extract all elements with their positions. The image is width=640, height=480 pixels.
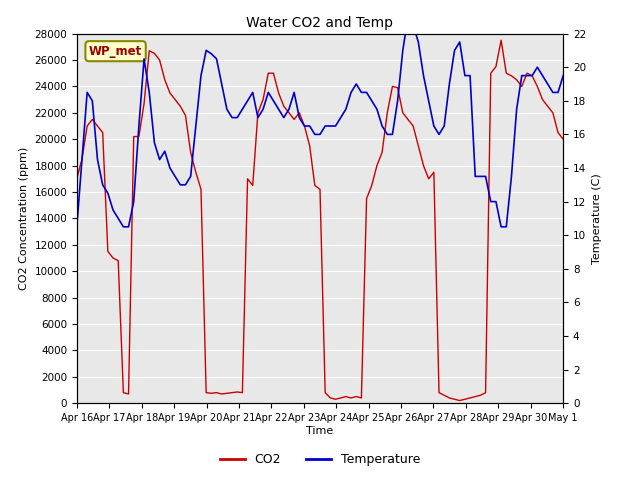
Temperature [440,123,448,129]
Y-axis label: CO2 Concentration (ppm): CO2 Concentration (ppm) [19,147,29,290]
CO2 [559,136,567,142]
Line: CO2: CO2 [77,40,563,400]
X-axis label: Time: Time [307,426,333,436]
Temperature [410,22,417,28]
Temperature [161,148,168,154]
CO2 [73,176,81,181]
Text: WP_met: WP_met [89,45,142,58]
CO2 [93,123,101,129]
Temperature [93,156,101,162]
Y-axis label: Temperature (C): Temperature (C) [592,173,602,264]
CO2 [415,143,422,149]
Temperature [73,224,81,229]
CO2 [435,390,443,396]
CO2 [456,397,463,403]
Temperature [559,72,567,78]
Temperature [420,72,428,78]
CO2 [161,77,168,83]
Temperature [435,132,443,137]
Line: Temperature: Temperature [77,17,563,227]
Legend: CO2, Temperature: CO2, Temperature [214,448,426,471]
Temperature [404,14,412,20]
CO2 [497,37,505,43]
Title: Water CO2 and Temp: Water CO2 and Temp [246,16,394,30]
CO2 [430,169,438,175]
CO2 [404,117,412,122]
